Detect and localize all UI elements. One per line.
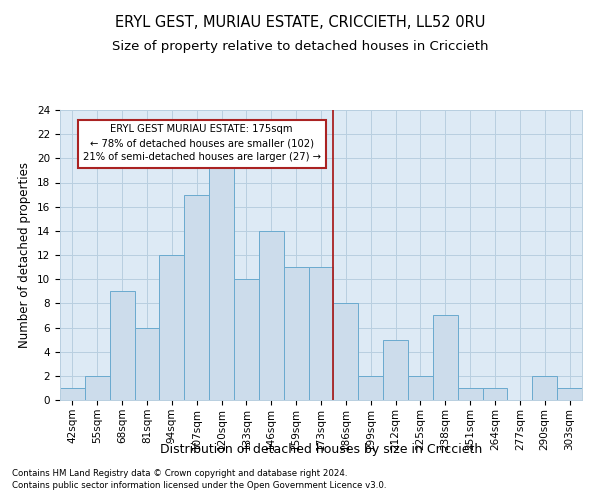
Bar (134, 328, 160, 400)
Y-axis label: Number of detached properties: Number of detached properties (19, 162, 31, 348)
Bar (184, 194, 209, 400)
Bar (110, 291, 134, 400)
Bar (209, 158, 234, 400)
Bar (383, 340, 408, 400)
Text: ERYL GEST, MURIAU ESTATE, CRICCIETH, LL52 0RU: ERYL GEST, MURIAU ESTATE, CRICCIETH, LL5… (115, 15, 485, 30)
Bar (358, 376, 383, 400)
Bar (308, 267, 334, 400)
Text: Contains public sector information licensed under the Open Government Licence v3: Contains public sector information licen… (12, 481, 386, 490)
Bar (557, 388, 582, 400)
Bar (482, 388, 508, 400)
Bar (408, 376, 433, 400)
Text: Contains HM Land Registry data © Crown copyright and database right 2024.: Contains HM Land Registry data © Crown c… (12, 468, 347, 477)
Bar (532, 376, 557, 400)
Text: ERYL GEST MURIAU ESTATE: 175sqm
← 78% of detached houses are smaller (102)
21% o: ERYL GEST MURIAU ESTATE: 175sqm ← 78% of… (83, 124, 320, 162)
Bar (334, 304, 358, 400)
Bar (458, 388, 482, 400)
Bar (234, 279, 259, 400)
Text: Distribution of detached houses by size in Criccieth: Distribution of detached houses by size … (160, 442, 482, 456)
Bar (284, 267, 308, 400)
Bar (433, 316, 458, 400)
Bar (160, 255, 184, 400)
Bar (85, 376, 110, 400)
Text: Size of property relative to detached houses in Criccieth: Size of property relative to detached ho… (112, 40, 488, 53)
Bar (259, 231, 284, 400)
Bar (60, 388, 85, 400)
